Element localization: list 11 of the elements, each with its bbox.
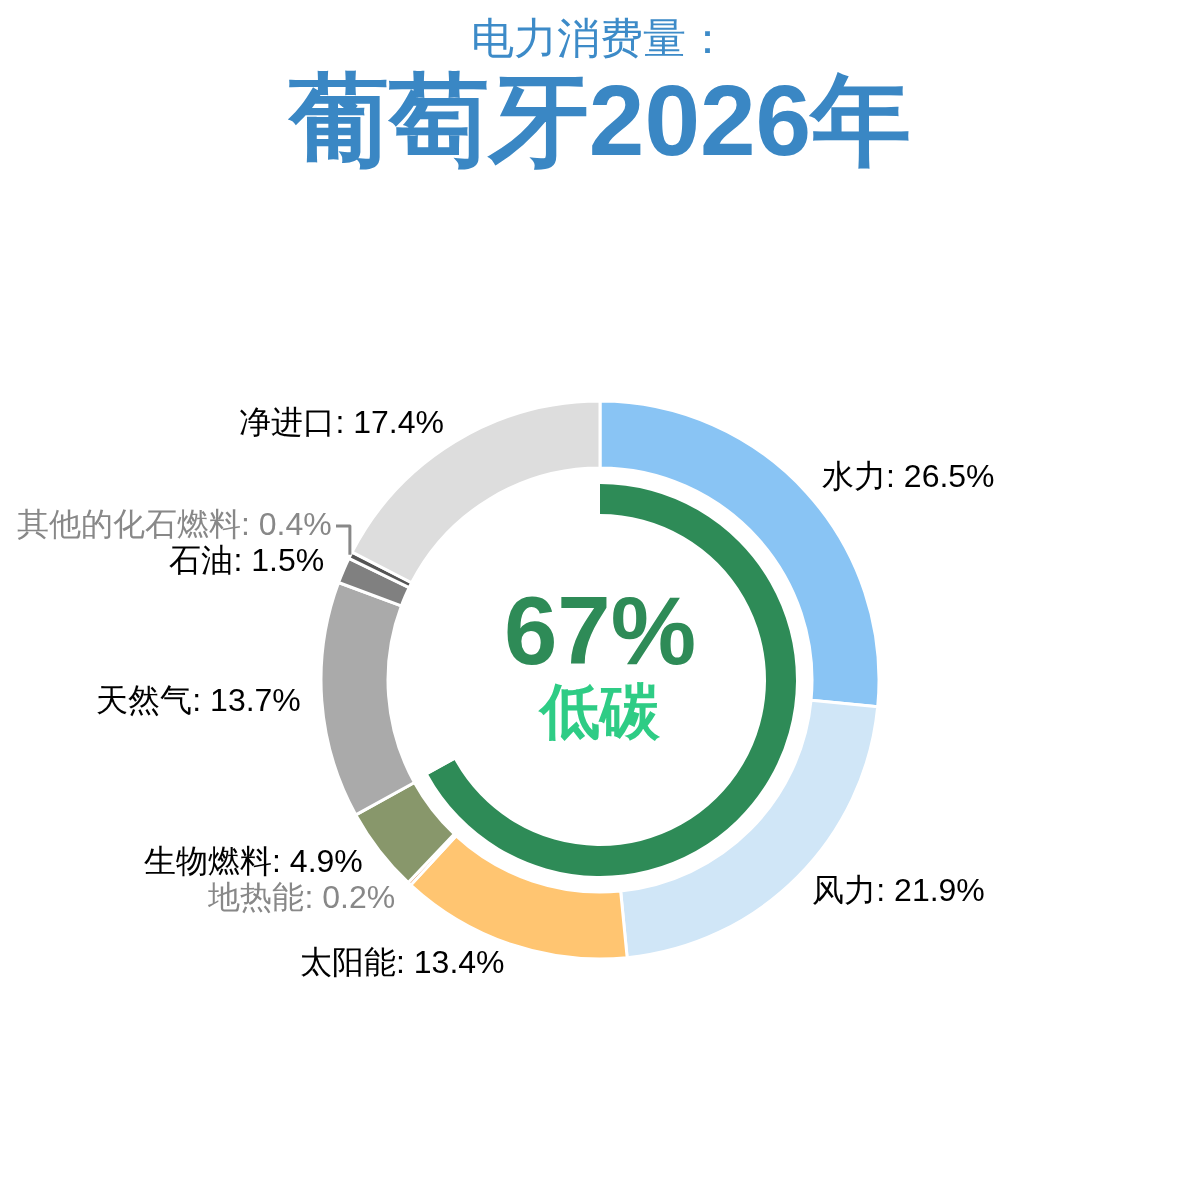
slice-label: 水力: 26.5% (822, 458, 995, 495)
slice-label: 净进口: 17.4% (239, 403, 444, 440)
slice-label: 天然气: 13.7% (96, 681, 301, 718)
slice-label: 地热能: 0.2% (207, 879, 396, 916)
chart-title: 葡萄牙2026年 (287, 63, 913, 177)
slice-label: 生物燃料: 4.9% (144, 843, 363, 880)
slice-label: 风力: 21.9% (812, 871, 985, 908)
slice-label: 其他的化石燃料: 0.4% (16, 505, 332, 542)
slice-label: 石油: 1.5% (169, 541, 325, 578)
slice-label: 太阳能: 13.4% (300, 944, 505, 981)
chart-subtitle: 电力消费量： (470, 13, 730, 64)
